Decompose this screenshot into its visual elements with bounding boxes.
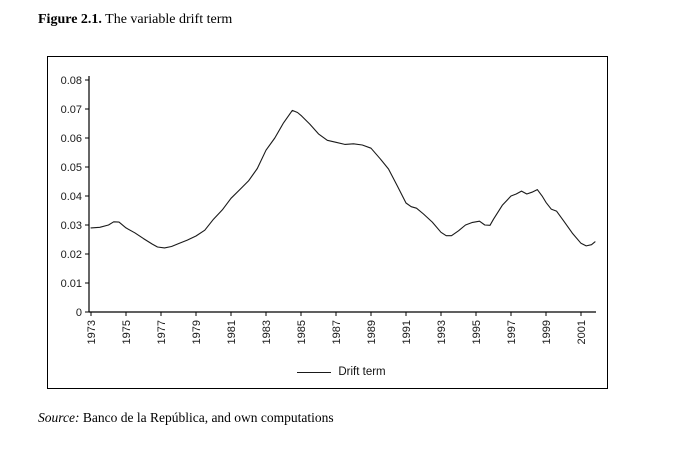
x-tick-label: 1977 [156, 320, 168, 344]
source-text: Banco de la República, and own computati… [79, 410, 334, 425]
figure-label: Figure 2.1. [38, 12, 102, 27]
x-tick-label: 2001 [576, 320, 588, 344]
legend-line-sample-icon [297, 371, 332, 373]
x-tick-label: 1999 [541, 320, 553, 344]
chart-frame: 0.08 0.07 0.06 0.05 0.04 0.03 0.02 0.01 0 1973 197… [47, 56, 608, 389]
source-note: Source: Banco de la República, and own c… [38, 410, 334, 426]
x-tick-label: 1989 [366, 320, 378, 344]
y-tick-label: 0.07 [61, 104, 82, 116]
y-tick-label: 0.04 [61, 191, 82, 203]
y-tick-label: 0.08 [61, 75, 82, 87]
legend-label: Drift term [338, 366, 386, 378]
x-tick-label: 1985 [296, 320, 308, 344]
y-tick-label: 0.02 [61, 249, 82, 261]
y-tick-label: 0.03 [61, 220, 82, 232]
y-tick-label: 0 [76, 307, 82, 319]
y-tick-label: 0.01 [61, 278, 82, 290]
x-tick-label: 1997 [506, 320, 518, 344]
x-tick-label: 1991 [401, 320, 413, 344]
figure-title: The variable drift term [101, 12, 233, 27]
figure-caption: Figure 2.1. The variable drift term [38, 12, 232, 28]
x-tick-label: 1983 [261, 320, 273, 344]
y-tick-label: 0.06 [61, 133, 82, 145]
x-tick-label: 1981 [226, 320, 238, 344]
source-label: Source: [38, 410, 80, 425]
x-tick-label: 1995 [471, 320, 483, 344]
chart-legend: Drift term [48, 364, 607, 380]
x-tick-label: 1993 [436, 320, 448, 344]
chart-plot: 0.08 0.07 0.06 0.05 0.04 0.03 0.02 0.01 0 1973 197… [61, 75, 596, 344]
x-tick-label: 1987 [331, 320, 343, 344]
x-tick-label: 1979 [191, 320, 203, 344]
x-tick-label: 1975 [121, 320, 133, 344]
x-tick-label: 1973 [86, 320, 98, 344]
y-tick-label: 0.05 [61, 162, 82, 174]
drift-term-line [90, 109, 596, 249]
